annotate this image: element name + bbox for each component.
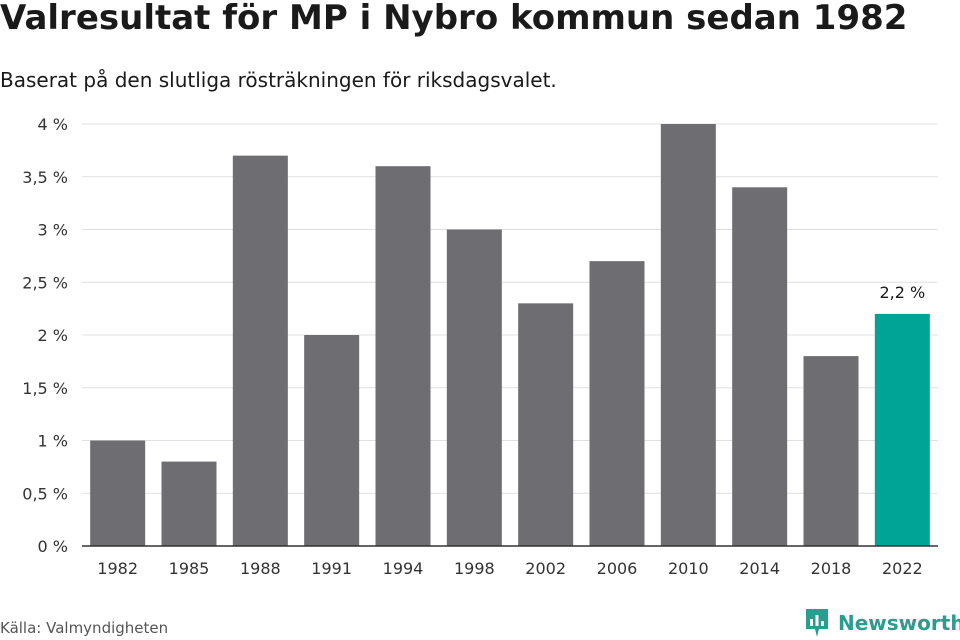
y-tick-label: 1,5 % (22, 379, 68, 398)
x-tick-label: 1998 (454, 559, 495, 578)
bar-2018 (803, 356, 859, 546)
bar-2006 (589, 261, 645, 546)
newsworthy-brand[interactable]: Newsworthy (804, 607, 960, 639)
x-tick-label: 2018 (811, 559, 852, 578)
bar-chart: 0 % 0,5 % 1 % 1,5 % 2 % 2,5 % 3 % 3,5 % 4 % 1982 1… (22, 115, 938, 578)
bar-1991 (304, 335, 360, 546)
y-tick-label: 0,5 % (22, 484, 68, 503)
x-tick-label: 2010 (668, 559, 709, 578)
bar-2022 (874, 313, 930, 546)
y-tick-label: 2 % (38, 326, 68, 345)
y-tick-label: 3,5 % (22, 168, 68, 187)
x-tick-label: 1982 (97, 559, 138, 578)
bar-1988 (232, 155, 288, 546)
y-tick-label: 1 % (38, 432, 68, 451)
bar-1982 (90, 440, 146, 546)
chart-subtitle: Baserat på den slutliga rösträkningen fö… (0, 68, 557, 92)
bar-2014 (732, 187, 788, 547)
y-tick-label: 4 % (38, 115, 68, 134)
brand-name: Newsworthy (838, 611, 960, 635)
data-label: 2,2 % (879, 283, 925, 302)
y-tick-label: 3 % (38, 221, 68, 240)
x-tick-label: 2022 (882, 559, 923, 578)
bar-1985 (161, 461, 217, 546)
newsworthy-logo-icon (806, 609, 828, 637)
chart-title: Valresultat för MP i Nybro kommun sedan … (0, 0, 908, 38)
x-tick-label: 1985 (169, 559, 210, 578)
x-tick-label: 1991 (311, 559, 352, 578)
bar-2010 (660, 124, 716, 546)
x-tick-label: 1988 (240, 559, 281, 578)
bar-1998 (446, 229, 502, 546)
source-note: Källa: Valmyndigheten (0, 619, 169, 637)
x-tick-label: 2002 (525, 559, 566, 578)
bar-2002 (518, 303, 574, 546)
y-tick-label: 2,5 % (22, 273, 68, 292)
bar-1994 (375, 166, 431, 546)
x-tick-label: 1994 (383, 559, 424, 578)
x-tick-label: 2006 (597, 559, 638, 578)
x-tick-label: 2014 (739, 559, 780, 578)
y-tick-label: 0 % (38, 537, 68, 556)
